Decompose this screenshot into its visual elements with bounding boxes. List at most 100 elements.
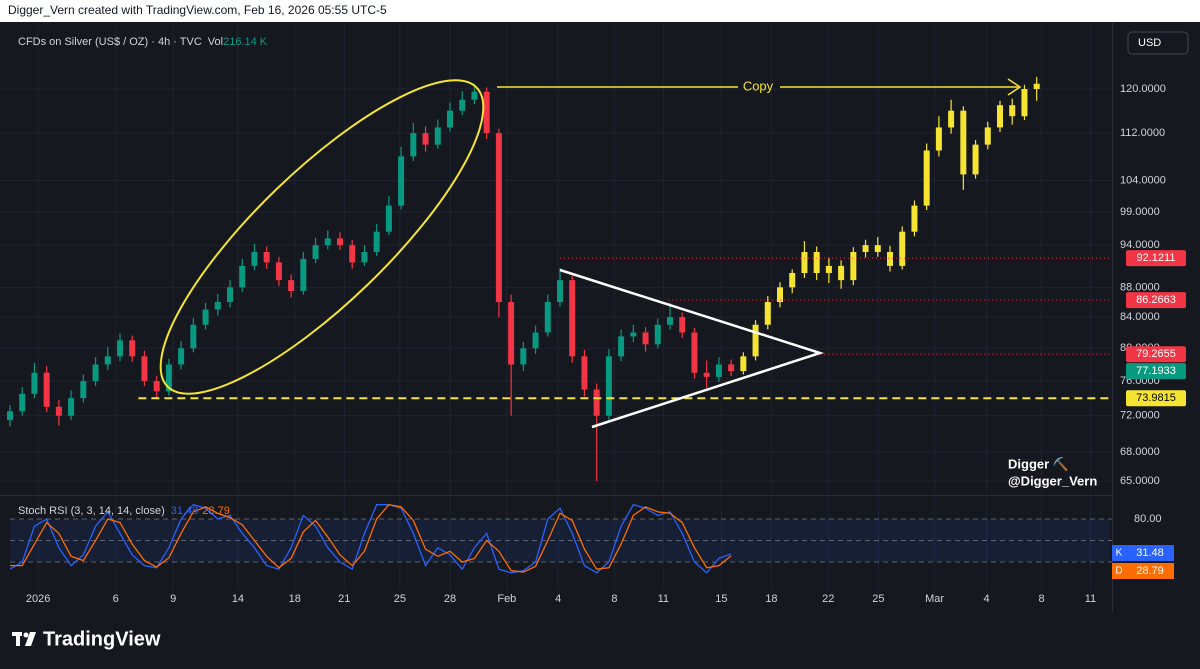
candle-body: [349, 245, 356, 263]
candle-body: [68, 398, 75, 416]
candle-body: [178, 348, 185, 365]
candle-body: [764, 302, 771, 325]
stoch-legend: Stoch RSI (3, 3, 14, 14, close) 31.48 28.7…: [18, 505, 230, 517]
candle-body: [1009, 105, 1016, 117]
candle-body: [557, 280, 563, 303]
candle-body: [410, 133, 417, 157]
candle-body: [398, 156, 405, 206]
candle-body: [715, 364, 722, 377]
symbol: CFDs on Silver (US$ / OZ) · 4h · TVC: [18, 36, 202, 48]
candle-body: [801, 252, 808, 273]
y-tick-label: 112.0000: [1120, 127, 1165, 139]
current-price-badge: [1126, 363, 1186, 380]
stoch-title: Stoch RSI (3, 3, 14, 14, close): [18, 505, 165, 517]
x-tick-label: 18: [765, 593, 777, 605]
candle-body: [361, 252, 368, 263]
candle-body: [777, 287, 783, 303]
candle-body: [960, 110, 967, 175]
candle-body: [92, 364, 99, 382]
logo-mark: [25, 632, 36, 646]
currency-button[interactable]: [1127, 31, 1189, 55]
x-tick-label: 14: [232, 593, 244, 605]
candle-body: [141, 356, 148, 382]
logo: TradingView: [12, 628, 161, 650]
x-tick-label: 11: [1085, 593, 1096, 605]
stoch-badge-name: D: [1115, 566, 1122, 577]
x-tick-label: 15: [715, 593, 727, 605]
candle-body: [728, 364, 735, 372]
vol-value: 216.14 K: [223, 36, 268, 48]
candle-body: [887, 252, 893, 266]
stoch-badge: [1126, 545, 1174, 561]
candle-body: [593, 389, 600, 416]
candle-body: [251, 252, 258, 266]
candle-body: [227, 287, 233, 303]
logo-mark: [16, 632, 20, 646]
candle-body: [190, 324, 197, 349]
candle-body: [825, 265, 832, 273]
candle-body: [434, 127, 441, 145]
candle-body: [544, 302, 551, 333]
candle-body: [263, 252, 270, 263]
currency[interactable]: USD: [1138, 37, 1161, 49]
pane-separator: [0, 495, 1112, 496]
candle-body: [483, 91, 490, 134]
x-tick-label: 25: [394, 593, 406, 605]
stoch-tick-label: 80.00: [1134, 513, 1162, 525]
candle-body: [19, 393, 26, 412]
candle-body: [55, 406, 62, 416]
x-tick-label: 28: [444, 593, 456, 605]
x-tick-label: 25: [872, 593, 884, 605]
candle-body: [337, 238, 343, 246]
candle-body: [422, 133, 429, 145]
candle-body: [899, 231, 906, 266]
y-tick-label: 84.0000: [1120, 311, 1160, 323]
overlay: 65.000068.000072.000076.000080.000084.00…: [26, 83, 1186, 605]
x-tick-label: 8: [611, 593, 617, 605]
candle-body: [117, 340, 123, 357]
x-tick-label: 22: [822, 593, 834, 605]
candle-body: [740, 356, 747, 372]
stoch-badge-name: K: [1116, 548, 1123, 559]
candle-body: [691, 332, 698, 373]
arrow-head: [1007, 78, 1022, 96]
k-value: 31.48: [171, 505, 199, 517]
x-tick-label: 6: [113, 593, 119, 605]
price-badge-label: 92.1211: [1137, 252, 1176, 264]
candle-body: [948, 110, 955, 128]
vol-label: Vol: [208, 36, 223, 48]
candle-body: [862, 245, 869, 253]
price-badge-label: 73.9815: [1136, 392, 1176, 404]
grid: [0, 22, 1112, 590]
candle-body: [31, 372, 38, 394]
highlight-ellipse: [159, 79, 485, 395]
candle-body: [447, 110, 453, 128]
candle-body: [581, 356, 588, 390]
candle-body: [275, 262, 282, 281]
candle-body: [997, 105, 1003, 128]
candle-body: [813, 252, 820, 273]
stoch-line: [10, 503, 732, 573]
candle-body: [373, 231, 380, 253]
x-tick-label: Mar: [925, 593, 944, 605]
stoch-badge: [1112, 563, 1126, 579]
candle-body: [605, 356, 612, 416]
candle-body: [239, 265, 246, 288]
price-badge: [1126, 250, 1186, 267]
candle-body: [874, 245, 881, 253]
price-badge-label: 86.2663: [1136, 294, 1176, 306]
candle-body: [654, 324, 661, 345]
y-tick-label: 94.0000: [1120, 239, 1160, 251]
candle-body: [911, 205, 918, 232]
price-badge: [1126, 390, 1186, 407]
candle-body: [43, 372, 50, 407]
candle-body: [1021, 89, 1028, 117]
candle-body: [312, 245, 319, 259]
y-tick-label: 72.0000: [1120, 410, 1160, 422]
candle-body: [984, 127, 991, 145]
candle-body: [300, 258, 307, 291]
brand: TradingView: [43, 628, 161, 650]
candle-body: [153, 381, 160, 392]
current-price-label: 77.1933: [1136, 365, 1176, 377]
x-tick-label: Feb: [497, 593, 516, 605]
